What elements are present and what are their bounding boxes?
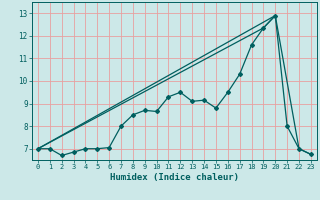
X-axis label: Humidex (Indice chaleur): Humidex (Indice chaleur): [110, 173, 239, 182]
